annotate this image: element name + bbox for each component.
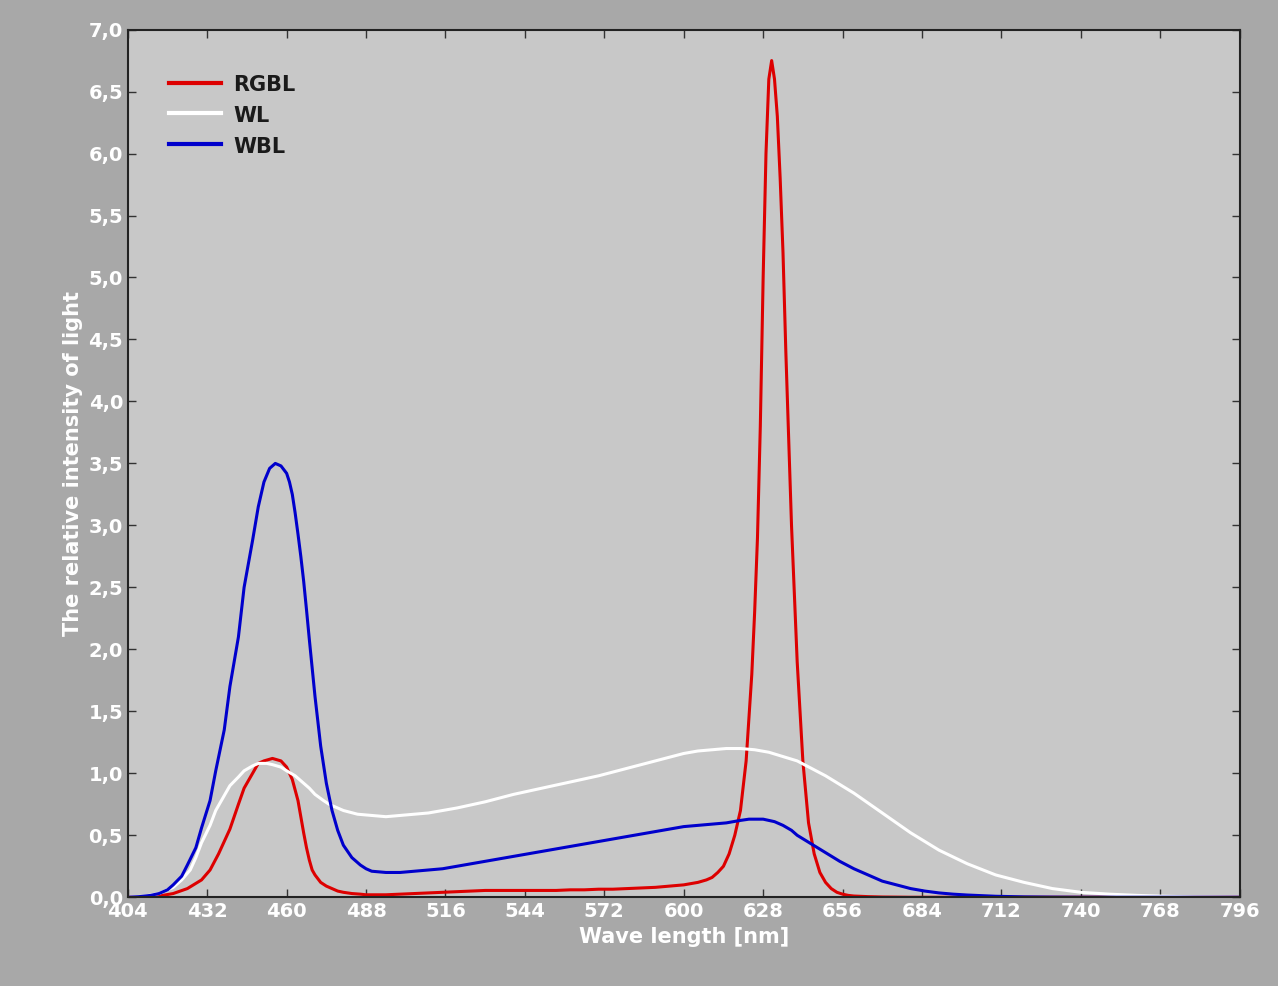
RGBL [764,54,780,66]
WL [120,891,135,903]
RGBL [904,891,919,903]
WL [1232,891,1247,903]
WBL [648,825,663,837]
RGBL [918,891,933,903]
RGBL [1232,891,1247,903]
WL [336,805,351,816]
WBL [548,843,564,855]
WBL [174,871,189,882]
WBL [435,863,450,875]
WBL [188,842,203,854]
Line: WL: WL [128,748,1240,897]
Legend: RGBL, WL, WBL: RGBL, WL, WBL [161,66,304,165]
Line: WBL: WBL [128,463,1240,897]
WL [718,742,734,754]
RGBL [330,885,345,897]
Y-axis label: The relative intensity of light: The relative intensity of light [63,291,83,636]
WL [216,790,231,802]
Line: RGBL: RGBL [128,60,1240,897]
WBL [776,819,791,831]
WBL [1232,891,1247,903]
RGBL [960,891,975,903]
WL [790,755,805,767]
RGBL [874,891,889,903]
WBL [267,458,282,469]
WL [378,810,394,822]
WL [202,819,217,831]
X-axis label: Wave length [nm]: Wave length [nm] [579,927,789,947]
WBL [120,891,135,903]
WL [1102,888,1117,900]
RGBL [120,891,135,903]
RGBL [711,867,726,879]
